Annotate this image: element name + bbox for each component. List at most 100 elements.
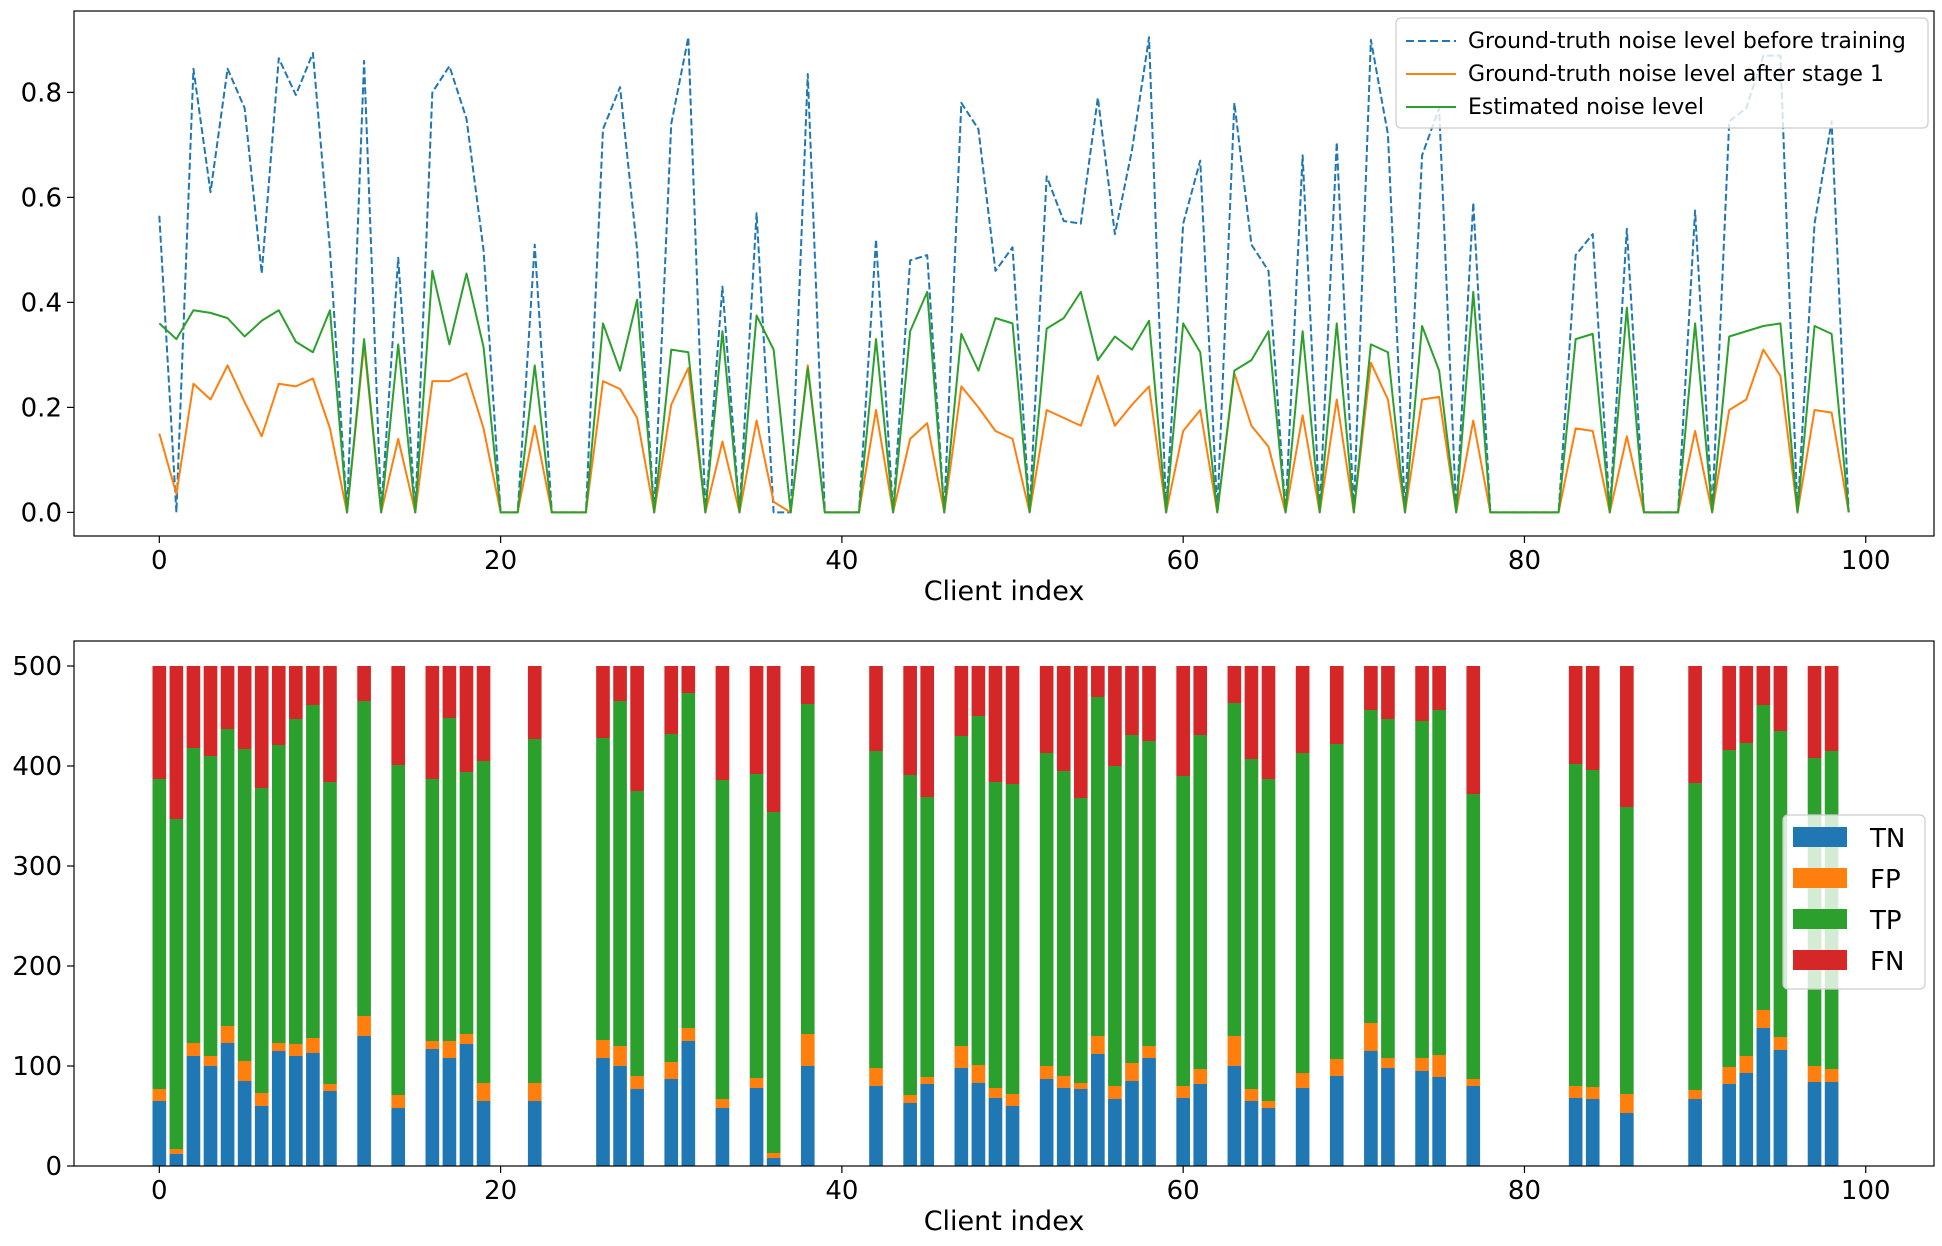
bar-tn-client-42 (869, 1086, 883, 1166)
bar-tn-client-7 (271, 1051, 286, 1166)
y-tick-label: 0.0 (21, 498, 62, 528)
bar-tn-client-44 (903, 1103, 917, 1166)
bar-fp-client-8 (289, 1044, 303, 1056)
bar-fp-client-7 (271, 1043, 286, 1051)
bar-fn-client-64 (1244, 666, 1259, 759)
bar-fp-client-26 (596, 1040, 610, 1058)
bar-chart-frame (73, 640, 1935, 1167)
x-tick-label: 0 (151, 546, 168, 576)
legend-label-estimated: Estimated noise level (1468, 95, 1704, 120)
bar-fp-client-42 (869, 1068, 883, 1086)
y-tick-label: 0 (45, 1152, 62, 1182)
bar-fp-client-84 (1585, 1087, 1600, 1099)
bar-fn-client-69 (1329, 666, 1344, 744)
x-tick-label: 0 (151, 1176, 168, 1206)
bar-fn-client-1 (169, 666, 184, 819)
bar-tn-client-67 (1295, 1088, 1310, 1166)
bar-tp-client-38 (800, 704, 815, 1034)
bar-tp-client-42 (869, 751, 883, 1068)
line-chart-axes: 0 20 40 60 80 100 0.0 0.2 0.4 0.6 0.8 (21, 78, 1891, 576)
bar-tn-client-8 (289, 1056, 303, 1166)
bar-tp-client-14 (391, 765, 406, 1095)
bar-tn-client-36 (766, 1158, 781, 1166)
bar-fp-client-31 (681, 1028, 696, 1041)
bar-fn-client-9 (306, 666, 320, 705)
bar-fp-client-45 (920, 1077, 935, 1084)
bar-fp-client-16 (425, 1041, 440, 1049)
bar-fn-client-83 (1568, 666, 1583, 764)
bar-tp-client-86 (1620, 807, 1634, 1094)
bar-tn-client-30 (664, 1079, 679, 1166)
bar-fn-client-48 (971, 666, 986, 716)
bar-fn-client-0 (152, 666, 167, 779)
bar-tp-client-47 (954, 736, 969, 1046)
bar-fp-client-67 (1295, 1073, 1310, 1088)
bar-fp-client-12 (357, 1016, 371, 1036)
bar-fp-client-19 (476, 1083, 491, 1101)
bar-fn-client-36 (766, 666, 781, 812)
legend-box (1395, 17, 1929, 129)
legend-label-fn: FN (1870, 947, 1904, 977)
bar-tp-client-49 (988, 782, 1003, 1088)
x-tick-label: 20 (484, 1176, 517, 1206)
line-chart-x-axis-label: Client index (924, 576, 1085, 607)
bar-fn-client-50 (1005, 666, 1020, 784)
bar-fp-client-56 (1108, 1086, 1122, 1099)
bar-tn-client-55 (1091, 1054, 1105, 1166)
bar-fn-client-10 (323, 666, 337, 782)
bar-fp-client-57 (1125, 1063, 1139, 1081)
bar-tn-client-17 (442, 1058, 457, 1166)
bar-tn-client-61 (1193, 1084, 1208, 1166)
bar-tn-client-48 (971, 1083, 986, 1166)
bar-fp-client-93 (1739, 1056, 1754, 1073)
bar-fn-client-56 (1108, 666, 1122, 766)
bar-tp-client-52 (1039, 753, 1054, 1066)
line-series-group (158, 36, 1850, 514)
bar-tp-client-2 (186, 748, 201, 1043)
bar-chart-axes: 0 20 40 60 80 100 0 100 200 300 400 500 (12, 652, 1890, 1206)
bar-tp-client-5 (237, 749, 252, 1061)
bar-fp-client-27 (613, 1046, 627, 1066)
bar-fn-client-42 (869, 666, 883, 751)
bar-tn-client-19 (476, 1101, 491, 1166)
y-tick-label: 400 (12, 752, 62, 782)
bar-fp-client-9 (306, 1038, 320, 1053)
y-tick-label: 0.2 (21, 393, 62, 423)
bar-fn-client-67 (1295, 666, 1310, 753)
bar-fp-client-77 (1466, 1079, 1481, 1086)
bar-tn-client-45 (920, 1084, 935, 1166)
bar-fn-client-93 (1739, 666, 1754, 743)
bar-fp-client-72 (1381, 1058, 1395, 1068)
bar-tn-client-49 (988, 1098, 1003, 1166)
bar-fn-client-47 (954, 666, 969, 736)
x-tick-label: 40 (825, 546, 858, 576)
bar-tp-client-65 (1261, 779, 1276, 1101)
x-tick-label: 80 (1508, 546, 1541, 576)
bar-fp-client-69 (1329, 1059, 1344, 1076)
bar-tp-client-18 (459, 772, 474, 1034)
bar-fp-client-65 (1261, 1101, 1276, 1108)
bar-tn-client-71 (1364, 1051, 1378, 1166)
bar-fp-client-17 (442, 1041, 457, 1058)
bar-fn-client-57 (1125, 666, 1139, 735)
bar-tn-client-28 (630, 1089, 644, 1166)
line-series-0 (158, 36, 1850, 514)
bar-tn-client-47 (954, 1068, 969, 1166)
bar-tn-client-0 (152, 1101, 167, 1166)
bar-fp-client-64 (1244, 1089, 1259, 1101)
bar-fn-client-14 (391, 666, 406, 765)
bar-fp-client-95 (1773, 1037, 1788, 1050)
bar-fn-client-16 (425, 666, 440, 779)
bar-fp-client-5 (237, 1061, 252, 1081)
bar-fn-client-71 (1364, 666, 1378, 710)
bar-fn-client-26 (596, 666, 610, 738)
bar-tp-client-6 (254, 788, 269, 1093)
confusion-stacked-bar-chart: 0 20 40 60 80 100 0 100 200 300 400 500 Client inde… (12, 640, 1935, 1237)
bar-tp-client-31 (681, 693, 696, 1028)
x-tick-label: 60 (1167, 546, 1200, 576)
bar-tn-client-1 (169, 1154, 184, 1166)
bar-tn-client-54 (1073, 1089, 1088, 1166)
bar-tn-client-4 (220, 1043, 235, 1166)
bar-fp-client-0 (152, 1089, 167, 1101)
bar-fn-client-94 (1756, 666, 1771, 705)
